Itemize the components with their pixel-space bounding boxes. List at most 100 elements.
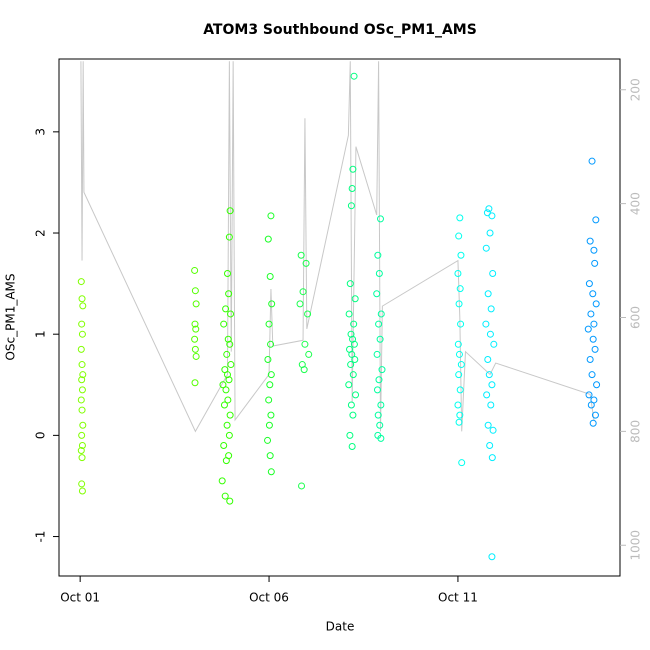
point [346, 280, 354, 288]
point [221, 492, 229, 500]
point [299, 288, 307, 296]
point [486, 330, 494, 338]
point [192, 352, 200, 360]
point [192, 300, 200, 308]
point [457, 251, 465, 259]
point [266, 452, 274, 460]
point [266, 273, 274, 281]
point [584, 325, 592, 333]
point [585, 280, 593, 288]
point [374, 251, 382, 259]
point [265, 320, 273, 328]
point [376, 335, 384, 343]
point [268, 300, 276, 308]
point [377, 310, 385, 318]
point [482, 244, 490, 252]
point [267, 340, 275, 348]
point [456, 214, 464, 222]
y-tick-label: 1 [34, 330, 48, 338]
point [218, 477, 226, 485]
point [302, 259, 310, 267]
point [220, 401, 228, 409]
point [590, 320, 598, 328]
point [587, 310, 595, 318]
point [589, 335, 597, 343]
point [456, 285, 464, 293]
point [488, 553, 496, 561]
point [349, 371, 357, 379]
point [348, 350, 356, 358]
point [375, 269, 383, 277]
point [264, 235, 272, 243]
point [456, 386, 464, 394]
point [220, 320, 228, 328]
point [78, 480, 86, 488]
point [482, 320, 490, 328]
point [225, 233, 233, 241]
point [486, 229, 494, 237]
point [374, 411, 382, 419]
point [455, 418, 463, 426]
x-tick-label: Oct 06 [249, 591, 289, 605]
point [225, 376, 233, 384]
point [347, 361, 355, 369]
point [454, 340, 462, 348]
point [592, 300, 600, 308]
point [226, 411, 234, 419]
point [483, 391, 491, 399]
point [226, 340, 234, 348]
point [223, 371, 231, 379]
point [486, 441, 494, 449]
point [457, 361, 465, 369]
point [346, 431, 354, 439]
point [223, 269, 231, 277]
point [375, 376, 383, 384]
point [225, 431, 233, 439]
point [489, 426, 497, 434]
point [345, 381, 353, 389]
point [192, 325, 200, 333]
point [347, 202, 355, 210]
point [484, 290, 492, 298]
point [223, 421, 231, 429]
y2-tick-label: 1000 [629, 530, 643, 561]
point [265, 396, 273, 404]
point [191, 379, 199, 387]
point [78, 487, 86, 495]
point [78, 431, 86, 439]
point [373, 350, 381, 358]
point [592, 216, 600, 224]
point [587, 401, 595, 409]
point [373, 290, 381, 298]
point [586, 237, 594, 245]
plot-frame [58, 58, 621, 577]
point [304, 310, 312, 318]
point [267, 411, 275, 419]
point [78, 330, 86, 338]
point [455, 350, 463, 358]
point [265, 421, 273, 429]
point [455, 232, 463, 240]
point [591, 259, 599, 267]
point [488, 454, 496, 462]
point [220, 441, 228, 449]
point [351, 355, 359, 363]
point [456, 411, 464, 419]
y2-tick-label: 800 [629, 420, 643, 443]
point [378, 366, 386, 374]
point [455, 300, 463, 308]
point [375, 320, 383, 328]
y2-tick-label: 600 [629, 306, 643, 329]
point [78, 386, 86, 394]
point [267, 212, 275, 220]
point [225, 290, 233, 298]
point [296, 300, 304, 308]
point [222, 457, 230, 465]
y-tick-label: 2 [34, 229, 48, 237]
point [347, 330, 355, 338]
point [349, 411, 357, 419]
point [348, 185, 356, 193]
point [590, 246, 598, 254]
point [222, 386, 230, 394]
point [77, 396, 85, 404]
